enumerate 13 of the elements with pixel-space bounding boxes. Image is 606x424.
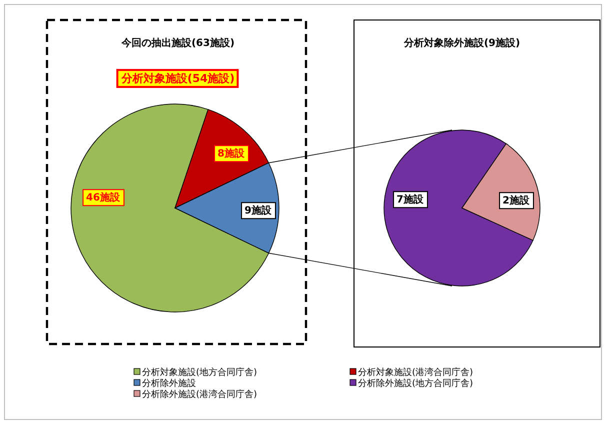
data-label: 46施設 (86, 192, 121, 204)
data-label: 7施設 (396, 194, 424, 206)
legend-label: 分析除外施設(地方合同庁舎) (358, 378, 474, 389)
text: 分析対象施設(54施設) (120, 72, 235, 85)
data-label: 8施設 (218, 148, 246, 160)
data-label: 2施設 (502, 194, 530, 207)
legend-label: 分析除外施設 (142, 378, 196, 389)
chart-title: 今回の抽出施設(63施設) (120, 37, 235, 49)
data-label: 9施設 (244, 204, 272, 217)
chart-title: 分析対象除外施設(9施設) (402, 37, 520, 49)
legend-label: 分析対象施設(港湾合同庁舎) (358, 367, 474, 378)
legend-label: 分析除外施設(港湾合同庁舎) (142, 389, 258, 400)
legend-label: 分析対象施設(地方合同庁舎) (142, 367, 258, 378)
